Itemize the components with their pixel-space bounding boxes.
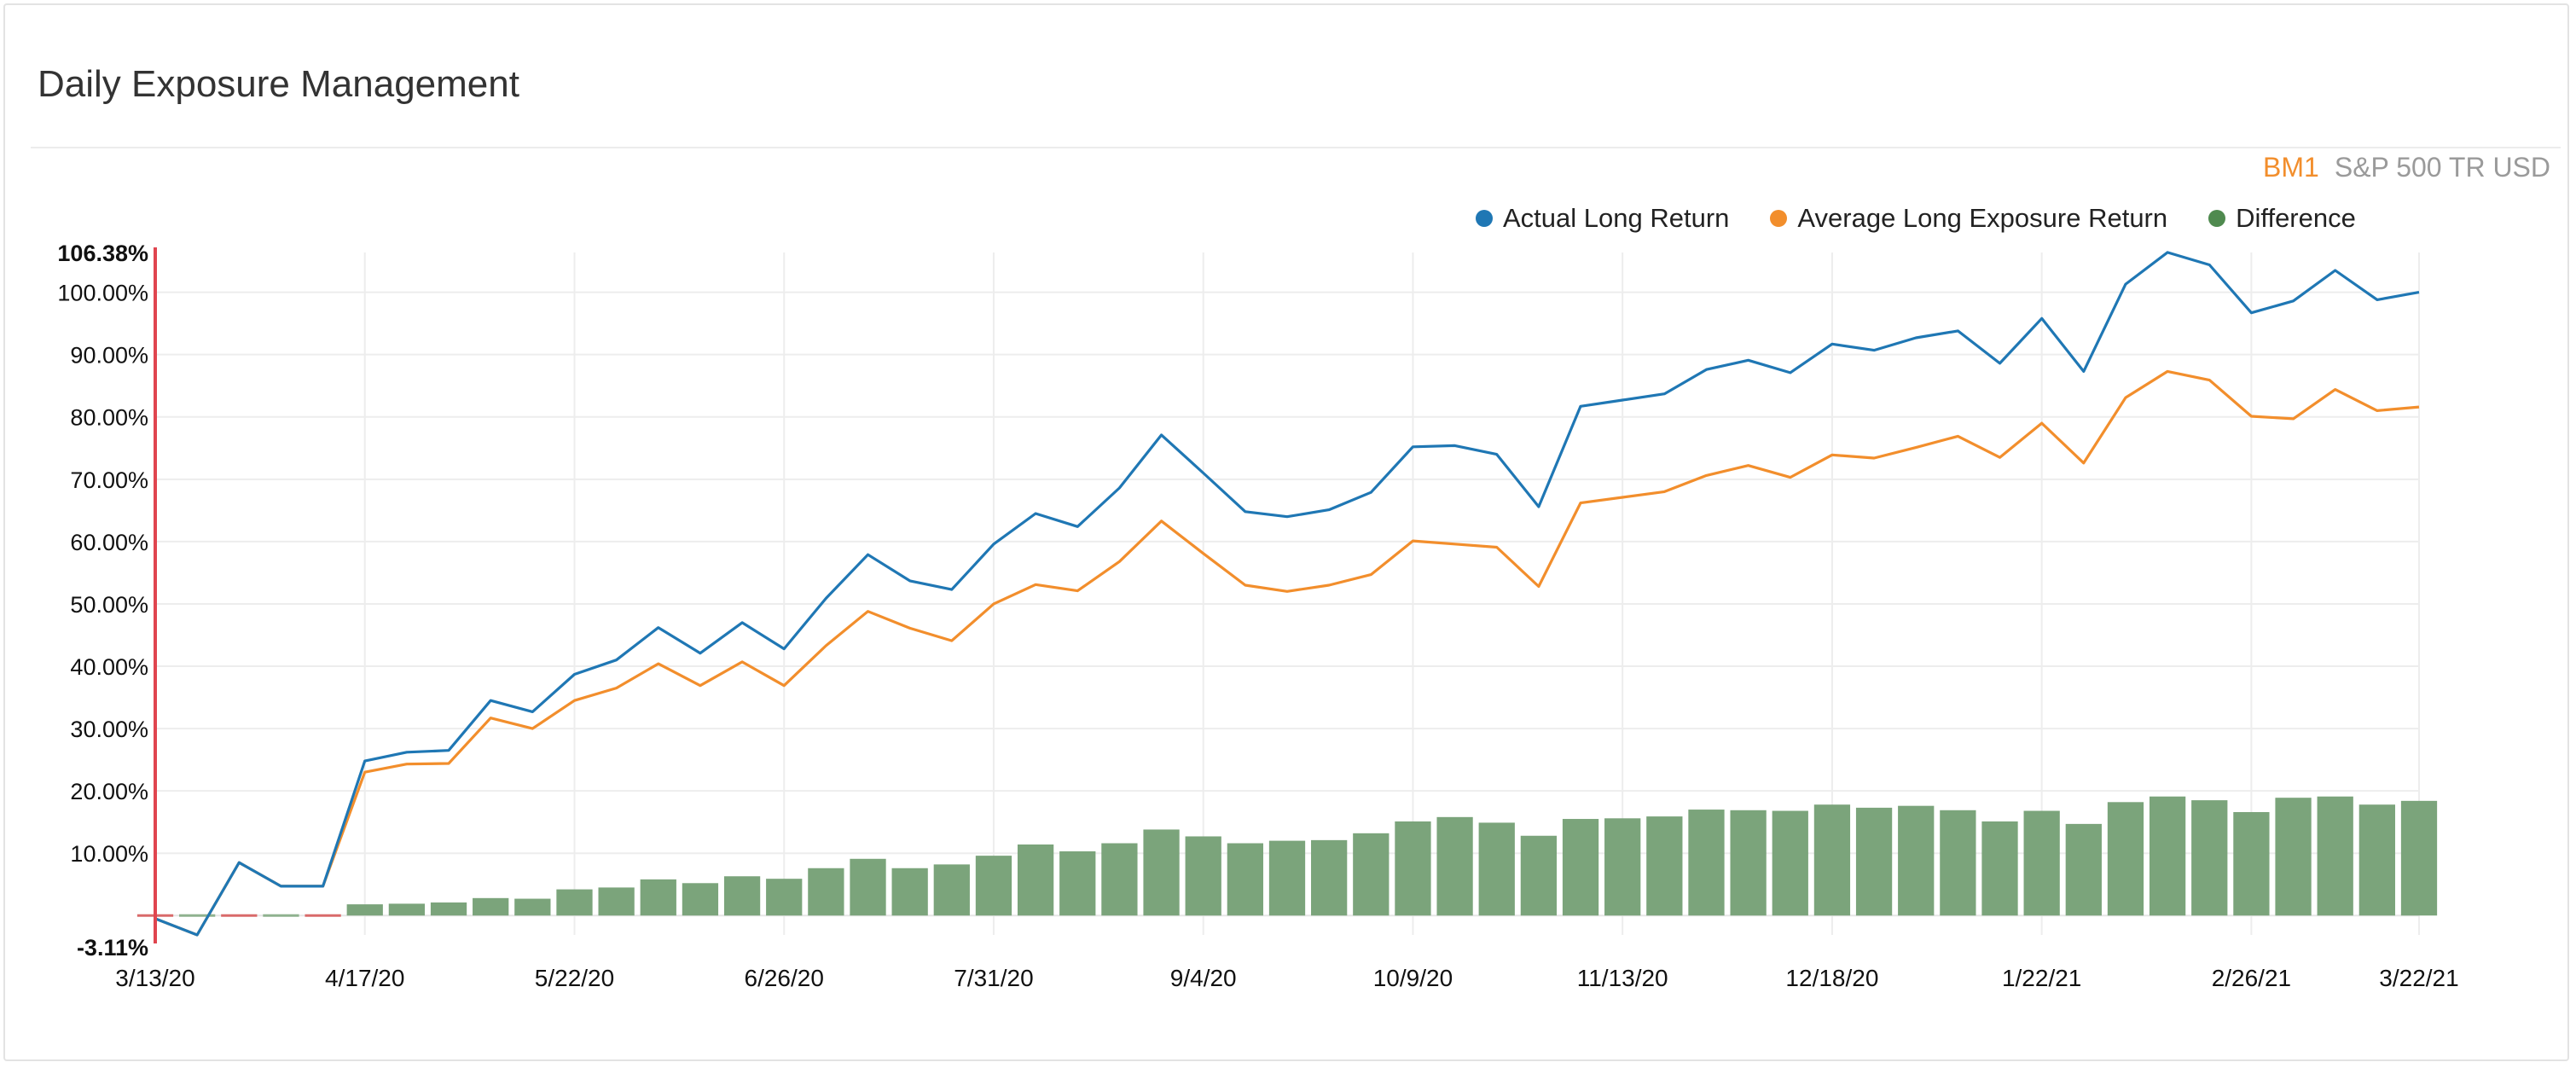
difference-bar[interactable]: [2275, 798, 2312, 916]
x-tick-label: 3/22/21: [2379, 965, 2458, 991]
y-tick-label: 100.00%: [57, 281, 148, 306]
difference-bar[interactable]: [2358, 804, 2395, 916]
difference-bar[interactable]: [2149, 796, 2186, 916]
legend-dot-difference: [2208, 210, 2226, 227]
difference-bar[interactable]: [2023, 810, 2060, 916]
y-tick-label: 10.00%: [70, 841, 148, 867]
actual-long-return-line[interactable]: [154, 251, 2420, 937]
difference-bar[interactable]: [2233, 811, 2270, 916]
page-title: Daily Exposure Management: [38, 63, 519, 105]
difference-bar[interactable]: [1604, 818, 1641, 916]
x-tick-label: 2/26/21: [2212, 965, 2291, 991]
x-tick-label: 7/31/20: [954, 965, 1033, 991]
legend-item-actual[interactable]: Actual Long Return: [1476, 203, 1729, 234]
difference-bar[interactable]: [1730, 810, 1767, 916]
benchmark-label[interactable]: BM1 S&P 500 TR USD: [2263, 152, 2550, 183]
difference-bar[interactable]: [1772, 810, 1808, 916]
difference-bar[interactable]: [430, 902, 467, 916]
difference-bar[interactable]: [1395, 821, 1431, 916]
y-tick-label: 50.00%: [70, 592, 148, 618]
y-tick-label: 80.00%: [70, 405, 148, 431]
difference-bar[interactable]: [975, 856, 1012, 916]
legend-dot-average: [1770, 210, 1788, 227]
divider: [31, 147, 2561, 148]
y-tick-label: 60.00%: [70, 530, 148, 555]
difference-bar[interactable]: [766, 879, 803, 916]
benchmark-code: BM1: [2263, 152, 2319, 183]
difference-bar[interactable]: [1520, 835, 1558, 916]
y-tick-label: 20.00%: [70, 779, 148, 804]
legend-dot-actual: [1476, 210, 1493, 227]
legend-label-average: Average Long Exposure Return: [1797, 203, 2168, 233]
legend-item-difference[interactable]: Difference: [2208, 203, 2356, 234]
x-tick-label: 10/9/20: [1373, 965, 1453, 991]
difference-bar[interactable]: [682, 883, 719, 916]
y-tick-label: 40.00%: [70, 654, 148, 680]
x-tick-label: 6/26/20: [745, 965, 824, 991]
difference-bar[interactable]: [2400, 800, 2438, 916]
x-tick-label: 9/4/20: [1170, 965, 1237, 991]
difference-bar[interactable]: [346, 904, 383, 916]
chart-legend: Actual Long Return Average Long Exposure…: [1476, 203, 2356, 234]
difference-bar[interactable]: [1227, 843, 1263, 916]
difference-bar[interactable]: [1311, 839, 1348, 916]
x-tick-label: 4/17/20: [325, 965, 404, 991]
difference-bar[interactable]: [1436, 816, 1473, 916]
difference-bar[interactable]: [808, 868, 844, 916]
x-tick-label: 1/22/21: [2002, 965, 2081, 991]
difference-bar[interactable]: [1813, 804, 1851, 916]
difference-bar[interactable]: [723, 876, 761, 916]
difference-bar[interactable]: [1101, 843, 1138, 916]
x-tick-label: 5/22/20: [535, 965, 614, 991]
difference-bar[interactable]: [556, 889, 593, 916]
difference-bar[interactable]: [1898, 805, 1935, 916]
benchmark-name: S&P 500 TR USD: [2334, 152, 2550, 183]
difference-bar[interactable]: [850, 858, 886, 916]
difference-bar[interactable]: [891, 868, 928, 916]
difference-bar[interactable]: [2107, 802, 2144, 916]
x-tick-label: 11/13/20: [1577, 965, 1668, 991]
difference-bar[interactable]: [1185, 836, 1221, 916]
legend-label-difference: Difference: [2236, 203, 2356, 233]
legend-item-average[interactable]: Average Long Exposure Return: [1770, 203, 2167, 234]
difference-bar[interactable]: [1478, 822, 1515, 916]
legend-label-actual: Actual Long Return: [1503, 203, 1730, 233]
difference-bar[interactable]: [1017, 844, 1054, 916]
difference-bar[interactable]: [933, 864, 970, 916]
difference-bar[interactable]: [1268, 840, 1306, 916]
difference-bar[interactable]: [388, 903, 426, 916]
difference-bar[interactable]: [1688, 810, 1725, 916]
difference-bar[interactable]: [1353, 833, 1390, 916]
x-tick-label: 12/18/20: [1785, 965, 1878, 991]
difference-bar[interactable]: [1143, 829, 1180, 916]
difference-bar[interactable]: [473, 897, 509, 916]
y-max-label: 106.38%: [57, 241, 148, 266]
y-tick-label: 70.00%: [70, 467, 148, 493]
y-min-label: -3.11%: [77, 935, 148, 961]
difference-bar[interactable]: [598, 887, 635, 916]
y-tick-label: 30.00%: [70, 717, 148, 742]
difference-bar[interactable]: [640, 879, 676, 916]
x-tick-label: 3/13/20: [115, 965, 194, 991]
difference-bar[interactable]: [514, 898, 551, 916]
difference-bar[interactable]: [1940, 810, 1976, 916]
difference-bar[interactable]: [1646, 816, 1683, 916]
average-long-exposure-line[interactable]: [154, 369, 2420, 937]
difference-bar[interactable]: [2317, 796, 2353, 916]
difference-bar[interactable]: [1855, 807, 1893, 916]
y-tick-label: 90.00%: [70, 343, 148, 369]
difference-bar[interactable]: [1981, 821, 2018, 916]
difference-bar[interactable]: [2065, 823, 2102, 916]
difference-bar[interactable]: [1562, 819, 1599, 916]
difference-bar[interactable]: [1059, 851, 1096, 916]
difference-bar[interactable]: [2191, 800, 2228, 916]
